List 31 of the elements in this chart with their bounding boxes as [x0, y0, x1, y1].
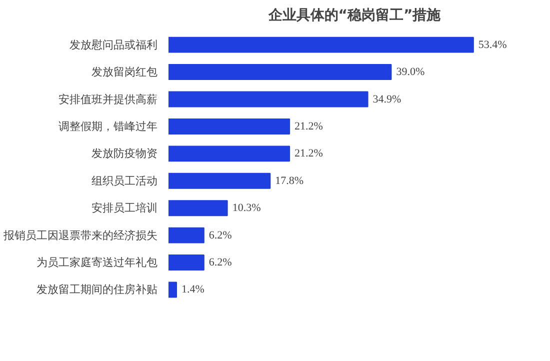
data-label: 6.2% [208, 229, 232, 242]
data-label: 21.2% [294, 120, 323, 132]
data-label: 39.0% [396, 66, 425, 78]
data-label: 53.4% [478, 38, 507, 51]
bar [168, 36, 474, 53]
bar [168, 282, 177, 298]
bar [168, 172, 271, 189]
y-tick-label: 发放慰问品或福利 [70, 38, 158, 52]
data-label: 21.2% [294, 148, 323, 160]
y-tick-label: 组织员工活动 [92, 174, 158, 188]
y-tick-label: 安排值班并提供高薪 [58, 92, 158, 106]
y-tick-label: 安排员工培训 [92, 202, 158, 215]
y-tick-label: 调整假期，错峰过年 [58, 120, 158, 133]
y-tick-label: 为员工家庭寄送过年礼包 [36, 256, 158, 270]
data-label: 6.2% [208, 256, 232, 269]
data-label: 10.3% [232, 202, 261, 214]
bar [168, 227, 204, 244]
bar [168, 254, 204, 270]
bar [168, 91, 368, 108]
y-tick-label: 发放留岗红包 [92, 66, 158, 79]
data-label: 17.8% [275, 174, 304, 187]
data-label: 34.9% [372, 93, 402, 106]
bar [168, 200, 228, 216]
bar [168, 118, 290, 134]
bar [168, 64, 392, 80]
bar [168, 146, 290, 162]
y-tick-label: 发放留工期间的住房补贴 [36, 283, 158, 296]
y-tick-label: 发放防疫物资 [92, 147, 158, 160]
chart-title: 企业具体的“稳岗留工”措施 [267, 8, 442, 24]
data-label: 1.4% [181, 284, 204, 296]
y-tick-label: 报销员工因退票带来的经济损失 [2, 228, 158, 242]
